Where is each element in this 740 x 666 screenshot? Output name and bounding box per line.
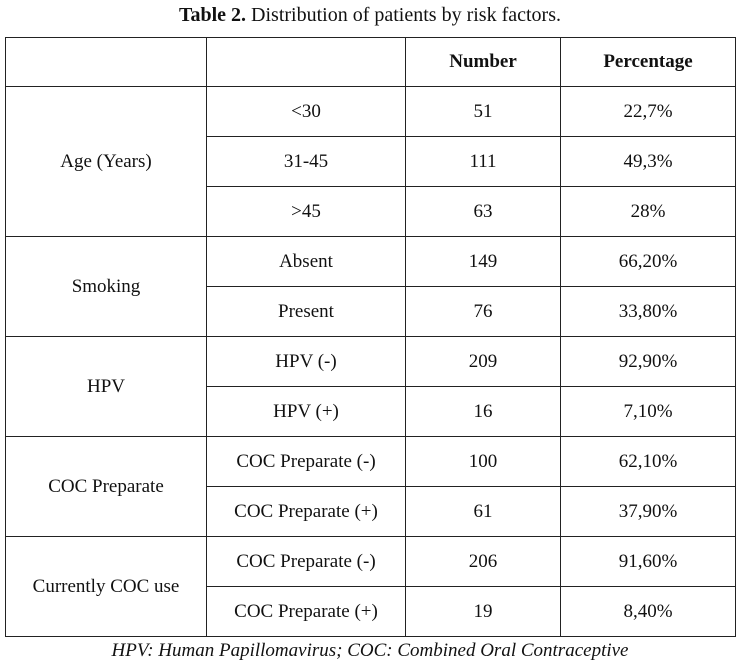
percentage-cell: 37,90%	[560, 486, 736, 537]
category-cell: COC Preparate (-)	[206, 436, 406, 487]
group-label: Currently COC use	[5, 536, 207, 637]
group-label: Age (Years)	[5, 86, 207, 237]
table-row: Currently COC use COC Preparate (-) 206 …	[5, 536, 736, 637]
group-label: Smoking	[5, 236, 207, 337]
category-cell: COC Preparate (+)	[206, 586, 406, 637]
table-footnote: HPV: Human Papillomavirus; COC: Combined…	[111, 640, 629, 661]
number-cell: 63	[405, 186, 561, 237]
table-row: >45 63 28%	[6, 186, 736, 237]
percentage-cell: 49,3%	[560, 136, 736, 187]
table-row: HPV HPV (-) 209 92,90%	[5, 336, 736, 437]
header-category	[206, 37, 406, 87]
header-factor	[5, 37, 207, 87]
number-cell: 16	[405, 386, 561, 437]
table-body: Age (Years) <30 51 22,7% 31-45 111 49,3%…	[5, 86, 736, 637]
table-row: Age (Years) <30 51 22,7%	[5, 86, 736, 237]
percentage-cell: 7,10%	[560, 386, 736, 437]
table-header-row: Number Percentage	[5, 37, 736, 87]
number-cell: 111	[405, 136, 561, 187]
percentage-cell: 92,90%	[560, 336, 736, 387]
category-cell: COC Preparate (+)	[206, 486, 406, 537]
number-cell: 19	[405, 586, 561, 637]
category-cell: HPV (-)	[206, 336, 406, 387]
number-cell: 206	[405, 536, 561, 587]
group-label: COC Preparate	[5, 436, 207, 537]
number-cell: 209	[405, 336, 561, 387]
category-cell: >45	[206, 186, 406, 237]
risk-factors-table: Number Percentage Age (Years) <30 51 22,…	[5, 37, 736, 637]
table-row: COC Preparate (+) 19 8,40%	[6, 586, 736, 637]
percentage-cell: 62,10%	[560, 436, 736, 487]
number-cell: 149	[405, 236, 561, 287]
percentage-cell: 66,20%	[560, 236, 736, 287]
category-cell: COC Preparate (-)	[206, 536, 406, 587]
percentage-cell: 8,40%	[560, 586, 736, 637]
group-label: HPV	[5, 336, 207, 437]
table-row: COC Preparate (+) 61 37,90%	[6, 486, 736, 537]
number-cell: 100	[405, 436, 561, 487]
category-cell: 31-45	[206, 136, 406, 187]
number-cell: 61	[405, 486, 561, 537]
number-cell: 51	[405, 86, 561, 137]
table-row: Present 76 33,80%	[6, 286, 736, 337]
table-row: 31-45 111 49,3%	[6, 136, 736, 187]
percentage-cell: 28%	[560, 186, 736, 237]
table-caption: Table 2. Distribution of patients by ris…	[0, 2, 740, 28]
table-row: HPV (+) 16 7,10%	[6, 386, 736, 437]
table-caption-text: Distribution of patients by risk factors…	[251, 4, 561, 26]
header-percentage: Percentage	[560, 37, 736, 87]
table-caption-label: Table 2.	[178, 4, 247, 26]
header-number: Number	[405, 37, 561, 87]
number-cell: 76	[405, 286, 561, 337]
table-row: Smoking Absent 149 66,20%	[5, 236, 736, 337]
category-cell: HPV (+)	[206, 386, 406, 437]
percentage-cell: 33,80%	[560, 286, 736, 337]
category-cell: Absent	[206, 236, 406, 287]
percentage-cell: 22,7%	[560, 86, 736, 137]
category-cell: <30	[206, 86, 406, 137]
category-cell: Present	[206, 286, 406, 337]
percentage-cell: 91,60%	[560, 536, 736, 587]
table-row: COC Preparate COC Preparate (-) 100 62,1…	[5, 436, 736, 537]
